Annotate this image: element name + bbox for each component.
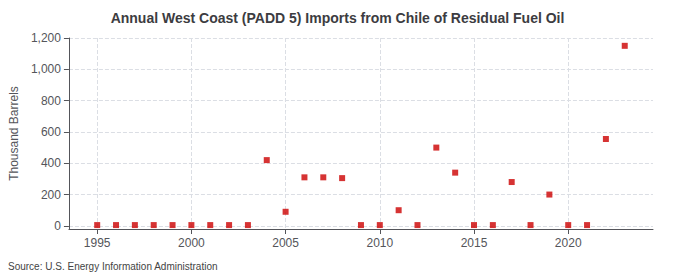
svg-text:Thousand Barrels: Thousand Barrels	[7, 86, 21, 181]
svg-text:1,200: 1,200	[31, 31, 61, 45]
svg-text:2010: 2010	[366, 236, 393, 250]
svg-text:600: 600	[41, 125, 61, 139]
svg-text:2000: 2000	[178, 236, 205, 250]
svg-text:200: 200	[41, 188, 61, 202]
svg-text:800: 800	[41, 94, 61, 108]
svg-text:400: 400	[41, 156, 61, 170]
svg-text:2015: 2015	[461, 236, 488, 250]
svg-text:Annual West Coast (PADD 5) Imp: Annual West Coast (PADD 5) Imports from …	[111, 10, 565, 26]
svg-text:1,000: 1,000	[31, 62, 61, 76]
svg-text:2005: 2005	[272, 236, 299, 250]
svg-text:0: 0	[54, 219, 61, 233]
svg-text:1995: 1995	[84, 236, 111, 250]
svg-text:Source: U.S. Energy Informatio: Source: U.S. Energy Information Administ…	[8, 261, 218, 272]
svg-text:2020: 2020	[555, 236, 582, 250]
